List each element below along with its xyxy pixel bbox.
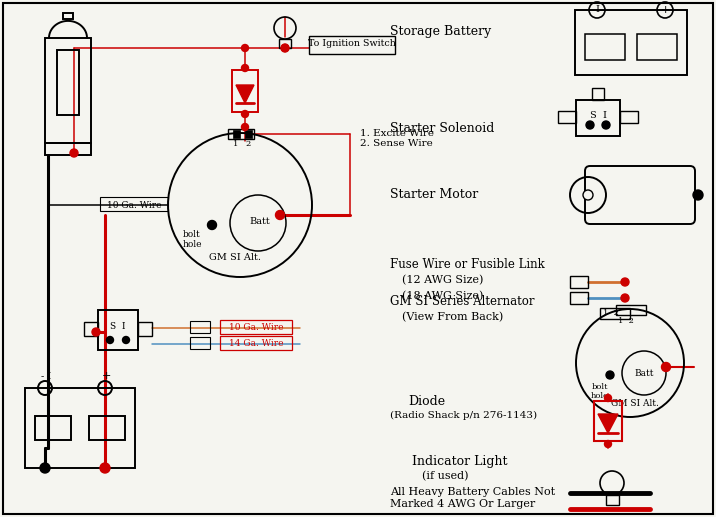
Circle shape [621, 278, 629, 286]
Bar [57, 50, 79, 115]
Text: +: + [660, 5, 669, 15]
Text: (View From Back): (View From Back) [402, 312, 503, 322]
Bar [25, 388, 135, 468]
Bar [279, 39, 291, 48]
Circle shape [241, 65, 248, 71]
Polygon shape [598, 414, 618, 433]
Text: Fuse Wire or Fusible Link: Fuse Wire or Fusible Link [390, 258, 545, 271]
Text: 1  2: 1 2 [603, 309, 619, 317]
Text: Storage Battery: Storage Battery [390, 25, 491, 38]
Text: 10 Ga. Wire: 10 Ga. Wire [228, 324, 284, 332]
Circle shape [241, 111, 248, 117]
Bar [594, 401, 622, 441]
Bar [637, 34, 677, 60]
Circle shape [604, 394, 611, 402]
Text: GM SI Series Alternator: GM SI Series Alternator [390, 295, 535, 308]
Polygon shape [236, 85, 254, 103]
Circle shape [241, 124, 248, 130]
Bar [592, 88, 604, 100]
Bar [138, 322, 152, 336]
Bar [45, 143, 91, 155]
Bar [190, 321, 210, 333]
Text: (18 AWG Size): (18 AWG Size) [402, 291, 483, 301]
Text: Batt: Batt [634, 369, 654, 378]
Text: (Radio Shack p/n 276-1143): (Radio Shack p/n 276-1143) [390, 411, 537, 420]
Bar [570, 292, 588, 304]
Text: Indicator Light: Indicator Light [412, 455, 508, 468]
Text: Starter Motor: Starter Motor [390, 189, 478, 202]
Text: Batt: Batt [250, 217, 271, 226]
Bar [558, 111, 576, 123]
Text: GM SI Alt.: GM SI Alt. [209, 253, 261, 262]
Text: Diode: Diode [408, 395, 445, 408]
Bar [89, 416, 125, 440]
Circle shape [602, 121, 610, 129]
Bar [98, 310, 138, 350]
Text: 2: 2 [246, 140, 251, 148]
Bar [576, 100, 620, 136]
Bar [575, 10, 687, 75]
Bar [585, 34, 625, 60]
Circle shape [122, 337, 130, 343]
Text: 1  2: 1 2 [618, 317, 634, 325]
Bar [190, 337, 210, 349]
Bar [232, 70, 258, 112]
Circle shape [662, 362, 670, 372]
Bar [63, 13, 73, 19]
Bar [35, 416, 71, 440]
Circle shape [100, 463, 110, 473]
Text: 10 Ga. Wire: 10 Ga. Wire [107, 201, 161, 209]
Circle shape [276, 210, 284, 220]
Text: I: I [595, 6, 599, 14]
Text: (if used): (if used) [422, 471, 468, 481]
Text: 1. Excite Wire
2. Sense Wire: 1. Excite Wire 2. Sense Wire [360, 129, 434, 148]
Bar [600, 308, 630, 319]
Text: 14 Ga. Wire: 14 Ga. Wire [228, 340, 284, 348]
Text: - I: - I [41, 372, 52, 381]
Bar [100, 197, 168, 211]
Bar [616, 305, 646, 315]
Bar [245, 130, 252, 138]
Text: All Heavy Battery Cables Not
Marked 4 AWG Or Larger: All Heavy Battery Cables Not Marked 4 AW… [390, 487, 555, 509]
Circle shape [241, 44, 248, 52]
Circle shape [621, 294, 629, 302]
Text: To Ignition Switch: To Ignition Switch [308, 39, 396, 49]
Text: S  I: S I [589, 111, 606, 120]
Bar [233, 130, 240, 138]
Circle shape [604, 440, 611, 448]
Text: (12 AWG Size): (12 AWG Size) [402, 275, 483, 285]
Circle shape [208, 220, 216, 230]
Bar [220, 320, 292, 334]
Circle shape [70, 149, 78, 157]
Circle shape [583, 190, 593, 200]
Bar [45, 38, 91, 143]
Circle shape [92, 328, 100, 336]
Bar [570, 276, 588, 288]
Text: GM SI Alt.: GM SI Alt. [611, 399, 659, 408]
Text: +: + [102, 371, 112, 381]
Text: Starter Solenoid: Starter Solenoid [390, 121, 494, 134]
Circle shape [693, 190, 703, 200]
Text: bolt
hole: bolt hole [591, 383, 609, 400]
Bar [606, 495, 619, 505]
Bar [220, 336, 292, 350]
Circle shape [107, 337, 114, 343]
Bar [620, 111, 638, 123]
Circle shape [586, 121, 594, 129]
Circle shape [606, 371, 614, 379]
Circle shape [281, 44, 289, 52]
Text: S  I: S I [110, 322, 126, 331]
Text: 1: 1 [233, 140, 238, 148]
Circle shape [281, 44, 289, 52]
Bar [309, 36, 395, 54]
Bar [228, 129, 254, 139]
Text: bolt
hole: bolt hole [183, 230, 202, 249]
Circle shape [40, 463, 50, 473]
Bar [84, 322, 98, 336]
